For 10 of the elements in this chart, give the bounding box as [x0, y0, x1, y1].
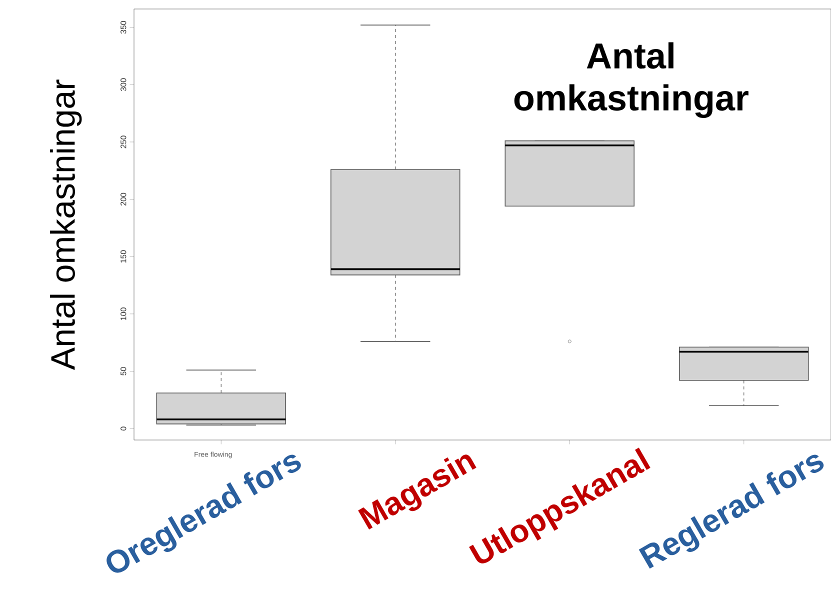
y-axis-title: Antal omkastningar — [50, 80, 82, 370]
y-tick-label: 300 — [120, 78, 126, 92]
text: Antal omkastningar — [514, 42, 748, 118]
y-tick-label: 250 — [120, 136, 126, 148]
y-tick-label: 200 — [120, 192, 126, 206]
y-tick-label: 100 — [120, 308, 126, 320]
y-tick-label: 0 — [120, 426, 126, 430]
y-tick-label: 50 — [120, 367, 126, 376]
y-tick-label: 350 — [120, 20, 126, 34]
y-tick-label: 150 — [120, 250, 126, 263]
